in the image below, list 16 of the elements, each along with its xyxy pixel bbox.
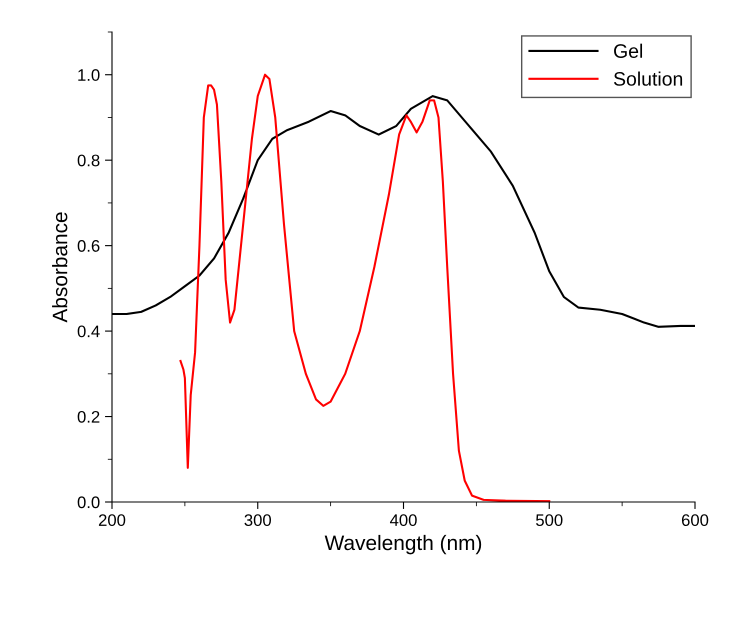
- x-tick-label: 200: [98, 514, 126, 526]
- y-tick-label: 0.6: [78, 240, 100, 252]
- y-tick-label: 0.2: [78, 410, 100, 423]
- y-tick-label: 1.0: [78, 69, 100, 81]
- line-series: [179, 74, 550, 502]
- legend-label: Gel: [614, 44, 642, 58]
- y-tick-label: 0.4: [78, 325, 100, 338]
- x-tick-label: 400: [390, 514, 417, 526]
- x-tick-label: 500: [536, 514, 563, 526]
- x-axis-title: Wavelength (nm): [324, 534, 482, 554]
- x-tick-label: 600: [682, 514, 708, 526]
- y-axis-title: Absorbance: [52, 212, 68, 323]
- y-tick-label: 0.0: [78, 496, 100, 508]
- legend-label: Solution: [614, 72, 682, 86]
- y-tick-label: 0.8: [78, 154, 100, 166]
- x-tick-label: 300: [244, 514, 272, 526]
